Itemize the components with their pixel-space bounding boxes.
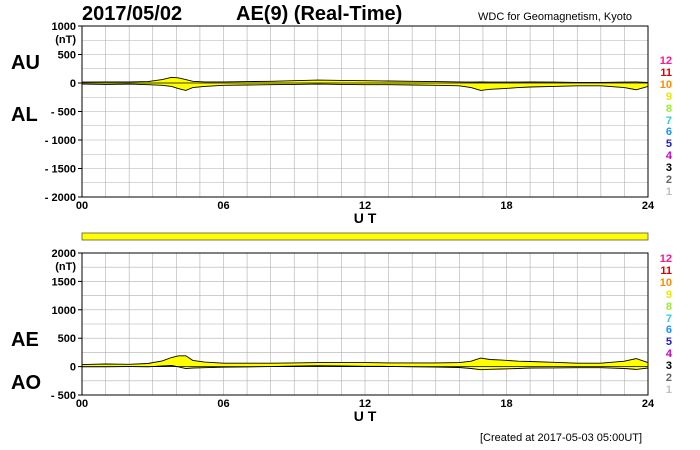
legend-station-count-11: 11	[660, 66, 672, 79]
y-unit-label: (nT)	[55, 261, 76, 273]
y-tick-label: 500	[58, 333, 76, 345]
y-tick-label: - 1500	[45, 164, 76, 176]
y-tick-label: 1000	[52, 305, 76, 317]
x-tick-label: 18	[500, 200, 512, 212]
x-tick-label: 06	[217, 398, 229, 410]
legend-station-count-9: 9	[665, 288, 672, 301]
chart-date-title: 2017/05/02	[82, 3, 183, 25]
y-tick-label: 0	[70, 78, 76, 90]
legend-station-count-11: 11	[660, 264, 672, 277]
legend-station-count-6: 6	[665, 126, 672, 139]
chart-index-title: AE(9) (Real-Time)	[236, 3, 403, 25]
x-axis-label: U T	[354, 210, 377, 226]
y-tick-label: 1500	[52, 276, 76, 288]
legend-station-count-9: 9	[665, 90, 672, 103]
legend-station-count-7: 7	[665, 312, 672, 325]
series-line-au	[81, 76, 649, 83]
legend-station-count-12: 12	[659, 253, 672, 265]
x-tick-label: 12	[359, 398, 371, 410]
legend-station-count-2: 2	[665, 372, 672, 384]
station-count-legend-bottom: 12 11 10 9 8 7 6 5 4 3 2 1	[652, 253, 672, 398]
y-tick-label: - 2000	[45, 192, 76, 204]
x-tick-label: 00	[76, 200, 88, 212]
x-tick-label: 18	[500, 398, 512, 410]
panel-ae-ao	[78, 252, 649, 396]
created-timestamp: [Created at 2017-05-03 05:00UT]	[480, 432, 643, 444]
legend-station-count-3: 3	[665, 162, 672, 175]
legend-station-count-6: 6	[665, 324, 672, 337]
x-tick-label: 12	[359, 200, 371, 212]
y-tick-label: - 1000	[45, 135, 76, 147]
y-unit-label: (nT)	[55, 34, 76, 46]
area-fill	[82, 77, 648, 91]
legend-station-count-1: 1	[665, 383, 672, 396]
ae-label: AE	[11, 329, 39, 351]
legend-station-count-5: 5	[665, 336, 672, 349]
legend-station-count-1: 1	[665, 185, 672, 198]
plot-frame	[81, 252, 649, 396]
panel-au-al	[78, 25, 649, 198]
legend-station-count-10: 10	[659, 276, 672, 289]
y-tick-label: 0	[70, 362, 76, 374]
legend-station-count-8: 8	[665, 300, 672, 313]
series-line-al	[81, 83, 649, 91]
legend-station-count-4: 4	[665, 348, 672, 361]
legend-station-count-7: 7	[665, 114, 672, 127]
institution-label: WDC for Geomagnetism, Kyoto	[478, 11, 633, 23]
au-label: AU	[11, 52, 40, 74]
x-tick-label: 24	[642, 200, 655, 212]
series-line-ae	[81, 355, 649, 366]
al-label: AL	[11, 104, 38, 126]
legend-station-count-12: 12	[659, 55, 672, 67]
ao-label: AO	[11, 372, 41, 394]
legend-station-count-5: 5	[665, 138, 672, 151]
station-count-legend-top: 12 11 10 9 8 7 6 5 4 3 2 1	[652, 55, 672, 200]
y-tick-label: 2000	[52, 248, 76, 260]
x-axis-label: U T	[354, 408, 377, 424]
y-tick-label: - 500	[51, 107, 76, 119]
legend-station-count-10: 10	[659, 78, 672, 91]
legend-station-count-2: 2	[665, 174, 672, 186]
x-tick-label: 06	[217, 200, 229, 212]
y-tick-label: - 500	[51, 390, 76, 402]
y-tick-label: 1000	[52, 21, 76, 33]
data-availability-bar	[81, 232, 649, 241]
x-tick-label: 24	[642, 398, 655, 410]
x-tick-label: 00	[76, 398, 88, 410]
y-tick-label: 500	[58, 50, 76, 62]
legend-station-count-3: 3	[665, 360, 672, 373]
legend-station-count-8: 8	[665, 102, 672, 115]
legend-station-count-4: 4	[665, 150, 672, 163]
